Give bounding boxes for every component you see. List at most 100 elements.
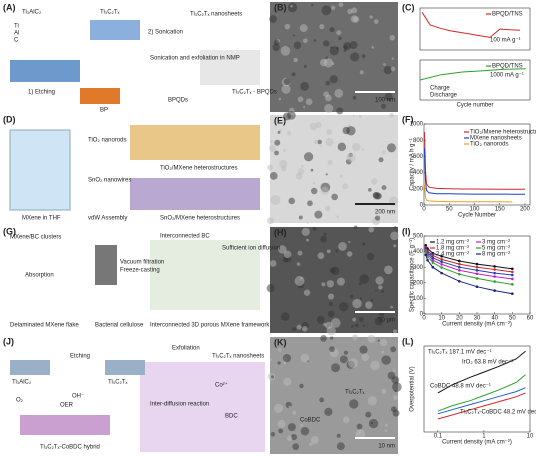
texture	[283, 377, 292, 387]
texture	[286, 130, 292, 136]
annotation: Absorption	[25, 273, 54, 279]
x-tick-label: 0	[422, 316, 426, 322]
texture	[324, 407, 333, 416]
annotation: Inter-diffusion reaction	[150, 402, 209, 408]
texture	[390, 231, 399, 241]
texture	[270, 375, 275, 379]
texture	[286, 435, 293, 441]
annotation: Ti₃C₂Tₓ	[100, 10, 120, 16]
texture	[283, 250, 292, 259]
texture	[350, 15, 359, 23]
texture	[338, 2, 344, 7]
x-tick-label: 10	[527, 434, 534, 440]
plot-frame	[423, 345, 531, 433]
annotation: 2) Sonication	[148, 30, 183, 36]
texture	[303, 64, 307, 68]
texture	[367, 396, 377, 406]
texture	[336, 30, 342, 36]
x-tick-label: 150	[495, 207, 506, 213]
annotation: 1) Etching	[28, 90, 55, 96]
texture	[343, 49, 347, 52]
data-point	[511, 270, 514, 274]
annotation: Ti₃C₂Tₓ	[108, 380, 128, 386]
texture	[300, 81, 310, 91]
texture	[331, 363, 341, 373]
legend-label: IrO₂ 63.8 mV dec⁻¹	[462, 360, 513, 366]
panel-label: (K)	[274, 337, 287, 347]
texture	[324, 205, 331, 212]
annotation: SnO₂ nanowires	[88, 178, 131, 184]
series-line	[424, 184, 513, 203]
series-line	[437, 374, 526, 412]
texture	[325, 173, 328, 176]
annotation: MXene/BC clusters	[10, 235, 61, 241]
texture	[384, 265, 393, 275]
texture	[368, 188, 372, 192]
annotation: OH⁻	[72, 394, 84, 400]
texture	[326, 128, 333, 135]
texture	[338, 242, 347, 251]
texture	[392, 209, 396, 214]
texture	[317, 139, 322, 145]
panel-label: (C)	[402, 2, 415, 12]
x-tick-label: 60	[527, 316, 534, 322]
annotation: OER	[60, 403, 74, 409]
texture	[323, 40, 330, 47]
data-point	[511, 267, 514, 271]
legend-label: 1.2 mg cm⁻²	[436, 240, 469, 246]
texture	[367, 334, 376, 343]
y-tick-label: 300	[413, 265, 424, 271]
texture	[352, 142, 361, 152]
texture	[359, 70, 364, 75]
texture	[298, 215, 303, 220]
x-tick-label: 10	[438, 316, 445, 322]
texture	[312, 181, 316, 185]
texture	[299, 24, 308, 33]
texture	[325, 321, 333, 330]
legend-label: 5 mg cm⁻²	[482, 246, 510, 252]
annotation: vdW Assembly	[88, 216, 127, 222]
texture	[339, 174, 343, 178]
texture	[368, 418, 379, 429]
legend-label: 8 mg cm⁻²	[482, 252, 510, 258]
texture	[352, 114, 355, 117]
texture	[368, 226, 375, 233]
texture	[290, 434, 297, 441]
texture	[325, 138, 334, 147]
annotation: Bacterial cellulose	[95, 323, 144, 329]
texture	[336, 442, 345, 451]
texture	[390, 346, 397, 353]
panel-label: (D)	[3, 114, 16, 124]
annotation: CoBDC	[300, 418, 321, 424]
annotation: BP	[100, 108, 108, 114]
texture	[277, 361, 281, 365]
legend-label: Ti₃C₂Tₓ 187.1 mV dec⁻¹	[428, 350, 491, 356]
texture	[351, 325, 354, 328]
texture	[393, 244, 397, 248]
texture	[327, 293, 335, 300]
texture	[384, 429, 388, 432]
texture	[319, 397, 325, 403]
texture	[269, 15, 277, 23]
texture	[306, 221, 309, 224]
series-line	[425, 254, 513, 295]
texture	[277, 419, 286, 428]
legend-label: BPQD/TNS	[492, 64, 523, 70]
texture	[381, 355, 391, 365]
annotation: BPQDs	[168, 98, 188, 104]
x-axis-label: Cycle Number	[458, 213, 496, 219]
texture	[316, 315, 325, 324]
texture	[306, 238, 309, 242]
texture	[334, 89, 344, 98]
annotation: Interconnected 3D porous MXene framework	[150, 323, 270, 329]
texture	[294, 276, 305, 286]
texture	[375, 289, 378, 292]
annotation: Interconnected BC	[160, 234, 210, 240]
texture	[300, 353, 310, 363]
texture	[290, 4, 293, 8]
legend-label: 2.4 mg cm⁻²	[436, 252, 469, 258]
micrograph	[270, 2, 398, 112]
y-tick-label: 200	[413, 280, 424, 286]
texture	[307, 200, 313, 207]
texture	[301, 227, 310, 236]
